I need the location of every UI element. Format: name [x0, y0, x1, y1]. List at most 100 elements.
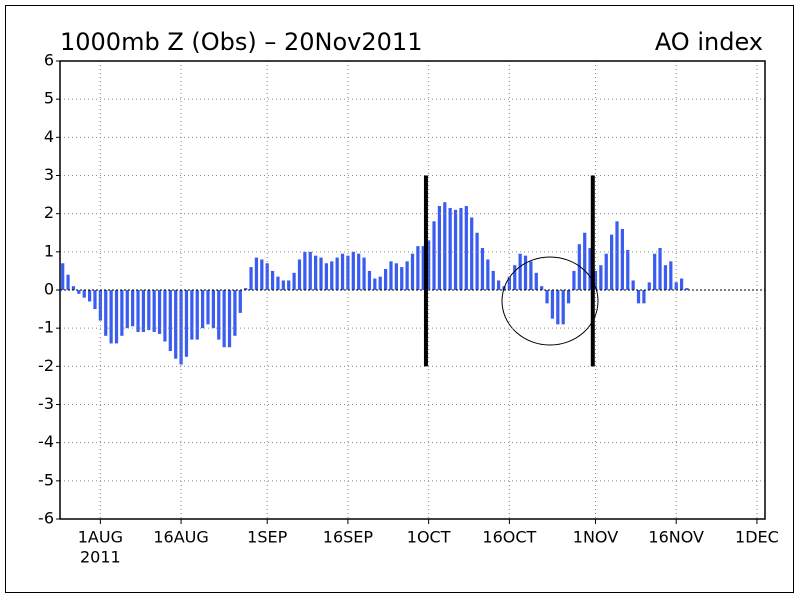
bar [647, 282, 651, 290]
bar [141, 290, 146, 332]
bar [529, 261, 533, 290]
bar [523, 255, 528, 290]
bar [367, 270, 372, 290]
bar [518, 253, 522, 290]
bar [373, 278, 377, 290]
bar [679, 278, 684, 290]
bar [636, 290, 641, 304]
chart-subtitle: AO index [655, 28, 763, 56]
y-tick-label: 6 [44, 51, 54, 70]
bar [507, 276, 511, 290]
bar [314, 255, 318, 290]
bar [480, 248, 485, 290]
plot-frame [59, 60, 766, 520]
bar [405, 261, 409, 290]
bar [340, 253, 345, 290]
bar [114, 290, 119, 344]
x-tick-label: 16OCT [482, 528, 536, 547]
bar [281, 280, 285, 290]
outer-frame [5, 5, 794, 593]
bar [319, 257, 323, 290]
bar [168, 290, 172, 352]
x-year-label: 2011 [80, 548, 121, 567]
bar [265, 263, 269, 290]
bar [346, 255, 350, 290]
bar [362, 257, 366, 290]
bar [136, 290, 140, 332]
bar [663, 265, 668, 290]
bar [66, 274, 70, 290]
bar [201, 290, 205, 329]
bar [410, 253, 415, 290]
bar [588, 248, 592, 290]
bar [276, 276, 280, 290]
bar [184, 290, 189, 357]
bar [131, 290, 135, 327]
bar [324, 263, 329, 290]
y-tick-label: 0 [44, 280, 54, 299]
y-tick-label: -6 [38, 509, 54, 528]
bar [400, 267, 404, 290]
bar [174, 290, 178, 359]
y-tick-label: -4 [38, 432, 54, 451]
x-tick-label: 1AUG [78, 528, 123, 547]
bar [330, 261, 334, 290]
bar [292, 272, 296, 290]
bar [335, 257, 339, 290]
bar [249, 267, 253, 290]
y-tick-label: 3 [44, 165, 54, 184]
bar [443, 202, 447, 290]
bar [550, 290, 555, 319]
y-tick-label: 5 [44, 89, 54, 108]
bar [254, 257, 259, 290]
y-tick-label: 4 [44, 127, 54, 146]
bar [572, 270, 576, 290]
bar [599, 265, 603, 290]
x-tick-label: 1SEP [247, 528, 287, 547]
bar [270, 270, 275, 290]
bar [626, 249, 630, 290]
bar [685, 288, 689, 290]
bar [577, 244, 581, 290]
x-tick-label: 16SEP [323, 528, 374, 547]
y-tick-label: -3 [38, 394, 54, 413]
bar [287, 280, 291, 290]
bar [104, 290, 108, 336]
bar [206, 290, 210, 325]
bar [545, 290, 549, 304]
bar [486, 259, 490, 290]
bar [217, 290, 221, 340]
bar [464, 206, 468, 290]
bar [378, 276, 382, 290]
x-tick-label: 1OCT [407, 528, 451, 547]
bar [87, 290, 92, 302]
bar [437, 206, 442, 290]
y-tick-label: -2 [38, 356, 54, 375]
bar [147, 290, 151, 331]
bar [653, 253, 657, 290]
bar [394, 263, 398, 290]
bar [303, 251, 307, 290]
bar [227, 290, 232, 348]
bar [244, 288, 248, 290]
bar [453, 209, 458, 290]
bar [620, 228, 624, 290]
bar [157, 290, 162, 334]
y-tick-label: 2 [44, 203, 54, 222]
bar [351, 251, 355, 290]
bar [669, 261, 673, 290]
bar [308, 251, 312, 290]
bar [238, 290, 242, 313]
y-tick-label: -1 [38, 318, 54, 337]
bar [61, 263, 65, 290]
bar [593, 270, 598, 290]
bar [561, 290, 565, 325]
chart-title: 1000mb Z (Obs) – 20Nov2011 [60, 28, 422, 56]
highlight-circle [501, 256, 599, 346]
bar [475, 232, 479, 290]
bar [496, 280, 501, 290]
bar [448, 207, 452, 290]
x-tick-label: 16AUG [153, 528, 208, 547]
bar [631, 280, 635, 290]
